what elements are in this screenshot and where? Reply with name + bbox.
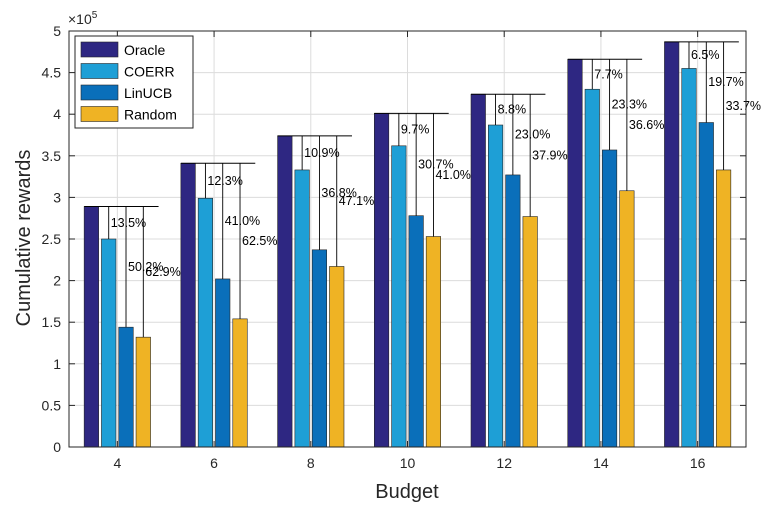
bar-linucb-4 <box>118 326 134 448</box>
gap-label: 62.5% <box>242 234 277 248</box>
y-tick-label: 4 <box>53 106 61 122</box>
legend-label-random: Random <box>124 107 177 123</box>
gap-annotations: 13.5% 50.2%62.9% 12.3% 41.0% 62.5% 10.9% 36.8%… <box>84 41 761 338</box>
legend-label-oracle: Oracle <box>124 42 165 58</box>
tick-labels: 0 0.5 1 1.5 2 2.5 3 3.5 4 4.5 5 4 6 8 10 12 14 16 <box>42 23 706 471</box>
gap-label: 41.0% <box>225 214 260 228</box>
gap-label: 33.7% <box>726 99 761 113</box>
legend: Oracle COERR LinUCB Random <box>74 35 194 129</box>
legend-swatch-oracle <box>80 41 119 58</box>
gap-label: 23.0% <box>515 128 550 142</box>
y-tick-label: 0 <box>53 439 61 455</box>
bar-oracle-10 <box>373 113 390 448</box>
y-tick-label: 1.5 <box>42 314 62 330</box>
gap-label: 23.3% <box>612 98 647 112</box>
y-tick-label: 2 <box>53 273 61 289</box>
bar-linucb-10 <box>408 215 424 448</box>
gap-label: 47.1% <box>339 194 374 208</box>
bar-oracle-12 <box>470 93 486 448</box>
gap-label: 36.6% <box>629 118 664 132</box>
bar-oracle-14 <box>567 58 583 448</box>
bar-random-10 <box>425 236 442 448</box>
bar-oracle-4 <box>83 206 99 448</box>
y-tick-label: 3.5 <box>42 148 62 164</box>
bar-linucb-16 <box>698 122 714 448</box>
y-tick-label: 3 <box>53 189 61 205</box>
x-tick-label: 12 <box>496 455 512 471</box>
legend-swatch-linucb <box>80 84 119 101</box>
bar-oracle-8 <box>277 135 293 448</box>
bar-oracle-16 <box>664 41 680 448</box>
gap-label: 36.8% <box>321 186 356 200</box>
gap-label: 9.7% <box>401 123 430 137</box>
y-axis-label: Cumulative rewards <box>13 150 35 327</box>
x-axis-label: Budget <box>375 481 439 503</box>
gap-label: 30.7% <box>418 158 453 172</box>
x-tick-label: 6 <box>210 455 218 471</box>
bar-coerr-16 <box>681 68 697 448</box>
y-tick-label: 4.5 <box>42 65 62 81</box>
x-tick-label: 4 <box>113 455 121 471</box>
bar-coerr-10 <box>391 145 407 448</box>
bar-random-14 <box>619 190 635 448</box>
gap-label: 13.5% <box>111 216 146 230</box>
bars <box>83 41 732 448</box>
bar-linucb-8 <box>311 249 327 448</box>
legend-label-linucb: LinUCB <box>124 85 172 101</box>
x-tick-label: 8 <box>307 455 315 471</box>
gap-label: 8.8% <box>498 103 527 117</box>
bar-random-16 <box>716 169 732 448</box>
x-tick-label: 16 <box>690 455 706 471</box>
bar-coerr-8 <box>294 169 310 448</box>
gap-label: 41.0% <box>435 168 470 182</box>
bar-random-6 <box>232 318 248 448</box>
bar-linucb-14 <box>602 149 618 448</box>
gap-label: 12.3% <box>207 174 242 188</box>
bar-linucb-6 <box>215 278 231 448</box>
bar-oracle-6 <box>180 162 196 448</box>
bar-random-12 <box>522 216 538 448</box>
bar-coerr-12 <box>488 124 504 448</box>
gap-label: 50.2% <box>128 260 163 274</box>
gap-label: 37.9% <box>532 148 567 162</box>
bar-random-8 <box>329 266 345 448</box>
bar-random-4 <box>135 336 151 448</box>
gap-label: 7.7% <box>594 67 623 81</box>
axes-box <box>68 30 747 448</box>
y-tick-label: 5 <box>53 23 61 39</box>
bar-coerr-6 <box>197 197 213 448</box>
gap-label: 10.9% <box>304 146 339 160</box>
x-tick-label: 10 <box>400 455 416 471</box>
bar-linucb-12 <box>505 174 521 448</box>
y-multiplier: ×105 <box>68 10 98 27</box>
gap-label: 19.7% <box>708 75 743 89</box>
bar-coerr-4 <box>101 238 117 448</box>
legend-swatch-coerr <box>80 63 119 79</box>
bar-coerr-14 <box>584 88 600 448</box>
gap-label: 6.5% <box>691 48 720 62</box>
axes <box>68 30 747 448</box>
y-tick-label: 1 <box>53 356 61 372</box>
legend-label-coerr: COERR <box>124 64 175 80</box>
y-tick-label: 2.5 <box>42 231 62 247</box>
y-tick-label: 0.5 <box>42 397 62 413</box>
gap-label: 62.9% <box>145 265 180 279</box>
legend-swatch-random <box>80 106 119 122</box>
x-tick-label: 14 <box>593 455 609 471</box>
